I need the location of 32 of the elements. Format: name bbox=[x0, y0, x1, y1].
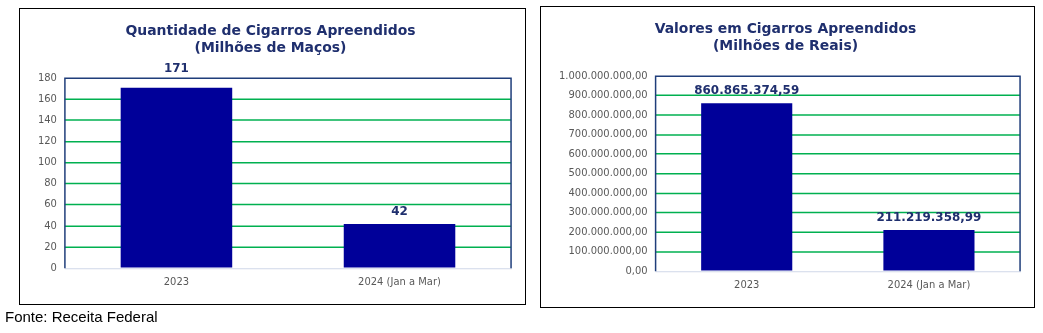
y-tick-label: 100.000.000,00 bbox=[568, 245, 648, 257]
y-tick-label: 80 bbox=[44, 177, 57, 189]
y-tick-label: 0,00 bbox=[625, 264, 648, 276]
y-tick-label: 500.000.000,00 bbox=[568, 167, 648, 179]
chart-title: Quantidade de Cigarros Apreendidos (Milhões de Maços) bbox=[125, 21, 416, 55]
data-label: 171 bbox=[163, 61, 189, 76]
y-tick-label: 0 bbox=[50, 261, 57, 273]
data-label: 860.865.374,59 bbox=[694, 83, 800, 98]
y-tick-label: 60 bbox=[44, 198, 57, 210]
y-tick-label: 160 bbox=[37, 92, 57, 104]
y-tick-label: 900.000.000,00 bbox=[568, 89, 648, 101]
y-tick-label: 300.000.000,00 bbox=[568, 206, 648, 218]
y-tick-label: 800.000.000,00 bbox=[568, 108, 648, 120]
x-tick-label: 2024 (Jan a Mar) bbox=[358, 275, 442, 287]
y-tick-label: 180 bbox=[37, 71, 57, 83]
x-tick-label: 2024 (Jan a Mar) bbox=[887, 278, 971, 290]
y-tick-label: 200.000.000,00 bbox=[568, 225, 648, 237]
y-tick-label: 700.000.000,00 bbox=[568, 128, 648, 140]
source-note: Fonte: Receita Federal bbox=[5, 308, 158, 325]
data-label: 211.219.358,99 bbox=[876, 210, 982, 225]
y-tick-label: 40 bbox=[44, 219, 57, 231]
x-tick-label: 2023 bbox=[734, 278, 760, 290]
y-tick-label: 20 bbox=[44, 240, 57, 252]
data-label: 42 bbox=[391, 204, 408, 219]
y-tick-label: 100 bbox=[37, 156, 57, 168]
y-tick-label: 600.000.000,00 bbox=[568, 147, 648, 159]
y-tick-label: 400.000.000,00 bbox=[568, 186, 648, 198]
chart-title: Valores em Cigarros Apreendidos (Milhões de Reais) bbox=[654, 19, 917, 53]
y-tick-label: 120 bbox=[37, 135, 57, 147]
x-tick-label: 2023 bbox=[163, 275, 190, 287]
y-tick-label: 140 bbox=[37, 113, 57, 125]
y-tick-label: 1.000.000.000,00 bbox=[559, 69, 648, 81]
